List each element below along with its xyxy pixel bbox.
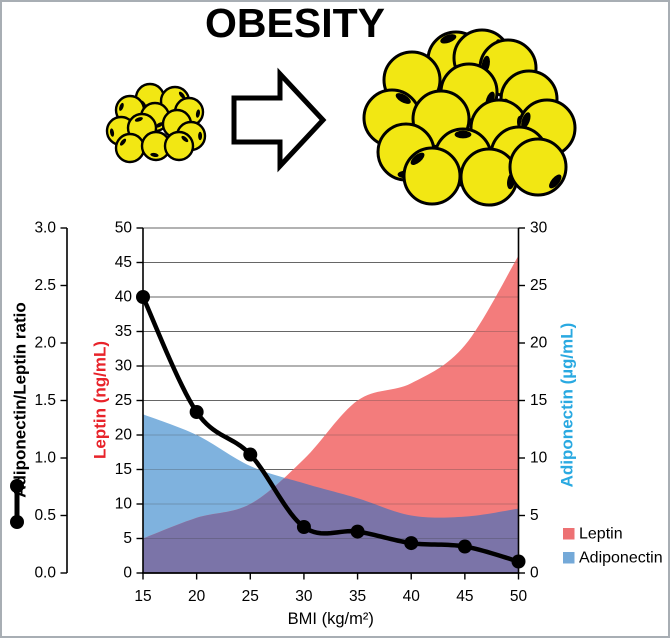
tick-label: 45 <box>115 254 132 271</box>
x-axis-title: BMI (kg/m²) <box>288 610 374 628</box>
adipocyte-diagram <box>105 28 577 207</box>
tick-label: 20 <box>530 335 548 352</box>
tick-label: 30 <box>530 220 548 237</box>
tick-label: 3.0 <box>34 220 56 237</box>
cell-nucleus <box>150 152 159 158</box>
tick-label: 20 <box>115 427 133 444</box>
cell-nucleus <box>178 91 186 99</box>
ratio-line <box>140 294 521 564</box>
cell-nucleus <box>155 122 164 128</box>
x-tick-label: 25 <box>242 588 259 605</box>
small-adipocyte-cluster <box>105 82 207 164</box>
tick-label: 2.0 <box>34 335 56 352</box>
cell-nucleus <box>181 135 189 143</box>
cell-nucleus <box>549 174 562 189</box>
ratio-point <box>404 536 419 551</box>
x-tick-label: 45 <box>456 588 473 605</box>
x-tick-label: 50 <box>510 588 528 605</box>
adiponectin-axis-title: Adiponectin (µg/mL) <box>558 323 577 488</box>
page-title: OBESITY <box>205 0 385 46</box>
tick-label: 0.0 <box>34 565 56 582</box>
cell-nucleus <box>395 93 411 104</box>
tick-label: 35 <box>115 323 132 340</box>
tick-label: 25 <box>115 392 132 409</box>
ratio-point <box>296 520 311 534</box>
tick-label: 0.5 <box>34 507 56 524</box>
tick-label: 40 <box>115 289 133 306</box>
ratio-point <box>350 524 365 539</box>
tick-label: 1.5 <box>34 392 56 409</box>
tick-label: 50 <box>115 220 133 237</box>
fat-cell <box>508 137 568 197</box>
cell-nucleus <box>440 34 457 44</box>
legend-swatch <box>563 552 575 564</box>
cell-nucleus <box>198 131 203 141</box>
cell-nucleus <box>410 152 425 165</box>
cell-nucleus <box>134 117 143 122</box>
cell-nucleus <box>119 102 124 111</box>
tick-label: 10 <box>530 450 548 467</box>
legend-swatch <box>563 528 575 540</box>
cell-nucleus <box>119 138 127 146</box>
leptin-area <box>143 255 519 573</box>
x-tick-label: 15 <box>134 588 151 605</box>
cell-nucleus <box>454 130 472 139</box>
tick-label: 2.5 <box>34 277 56 294</box>
tick-label: 15 <box>530 392 547 409</box>
tick-label: 0 <box>530 565 539 582</box>
tick-label: 0 <box>123 565 132 582</box>
tick-label: 15 <box>115 461 132 478</box>
tick-label: 10 <box>115 496 133 513</box>
ratio-point <box>189 405 204 419</box>
legend-item: Adiponectin <box>563 550 663 567</box>
chart: 0.0 0.5 1.0 1.5 2.0 2.5 3.0 0 5 10 15 20 25 30 35 40 45 5… <box>10 220 663 628</box>
fat-cell <box>402 146 462 206</box>
x-tick-label: 35 <box>349 588 366 605</box>
cell-nucleus <box>521 112 531 129</box>
legend-item: Leptin <box>563 526 623 543</box>
x-tick-label: 20 <box>188 588 206 605</box>
ratio-axis-title: Adiponectin/Leptin ratio <box>11 302 30 498</box>
fat-cell <box>114 132 146 164</box>
legend-label: Adiponectin <box>579 550 663 567</box>
ratio-point <box>243 447 258 462</box>
tick-label: 30 <box>115 358 133 375</box>
ratio-point <box>457 539 472 554</box>
overlap-area <box>143 478 519 573</box>
tick-label: 5 <box>123 530 132 547</box>
leptin-axis-title: Leptin (ng/mL) <box>91 341 110 459</box>
x-tick-label: 40 <box>403 588 421 605</box>
cell-nucleus <box>109 128 115 137</box>
right-arrow-icon <box>231 67 327 173</box>
x-tick-label: 30 <box>295 588 313 605</box>
tick-label: 25 <box>530 277 547 294</box>
ratio-line-legend <box>10 479 24 529</box>
cell-nucleus <box>195 109 201 118</box>
legend-label: Leptin <box>579 526 623 543</box>
fat-cell <box>163 130 195 162</box>
tick-label: 1.0 <box>34 450 56 467</box>
enlarged-adipocyte-cluster <box>362 28 577 207</box>
tick-label: 5 <box>530 507 539 524</box>
